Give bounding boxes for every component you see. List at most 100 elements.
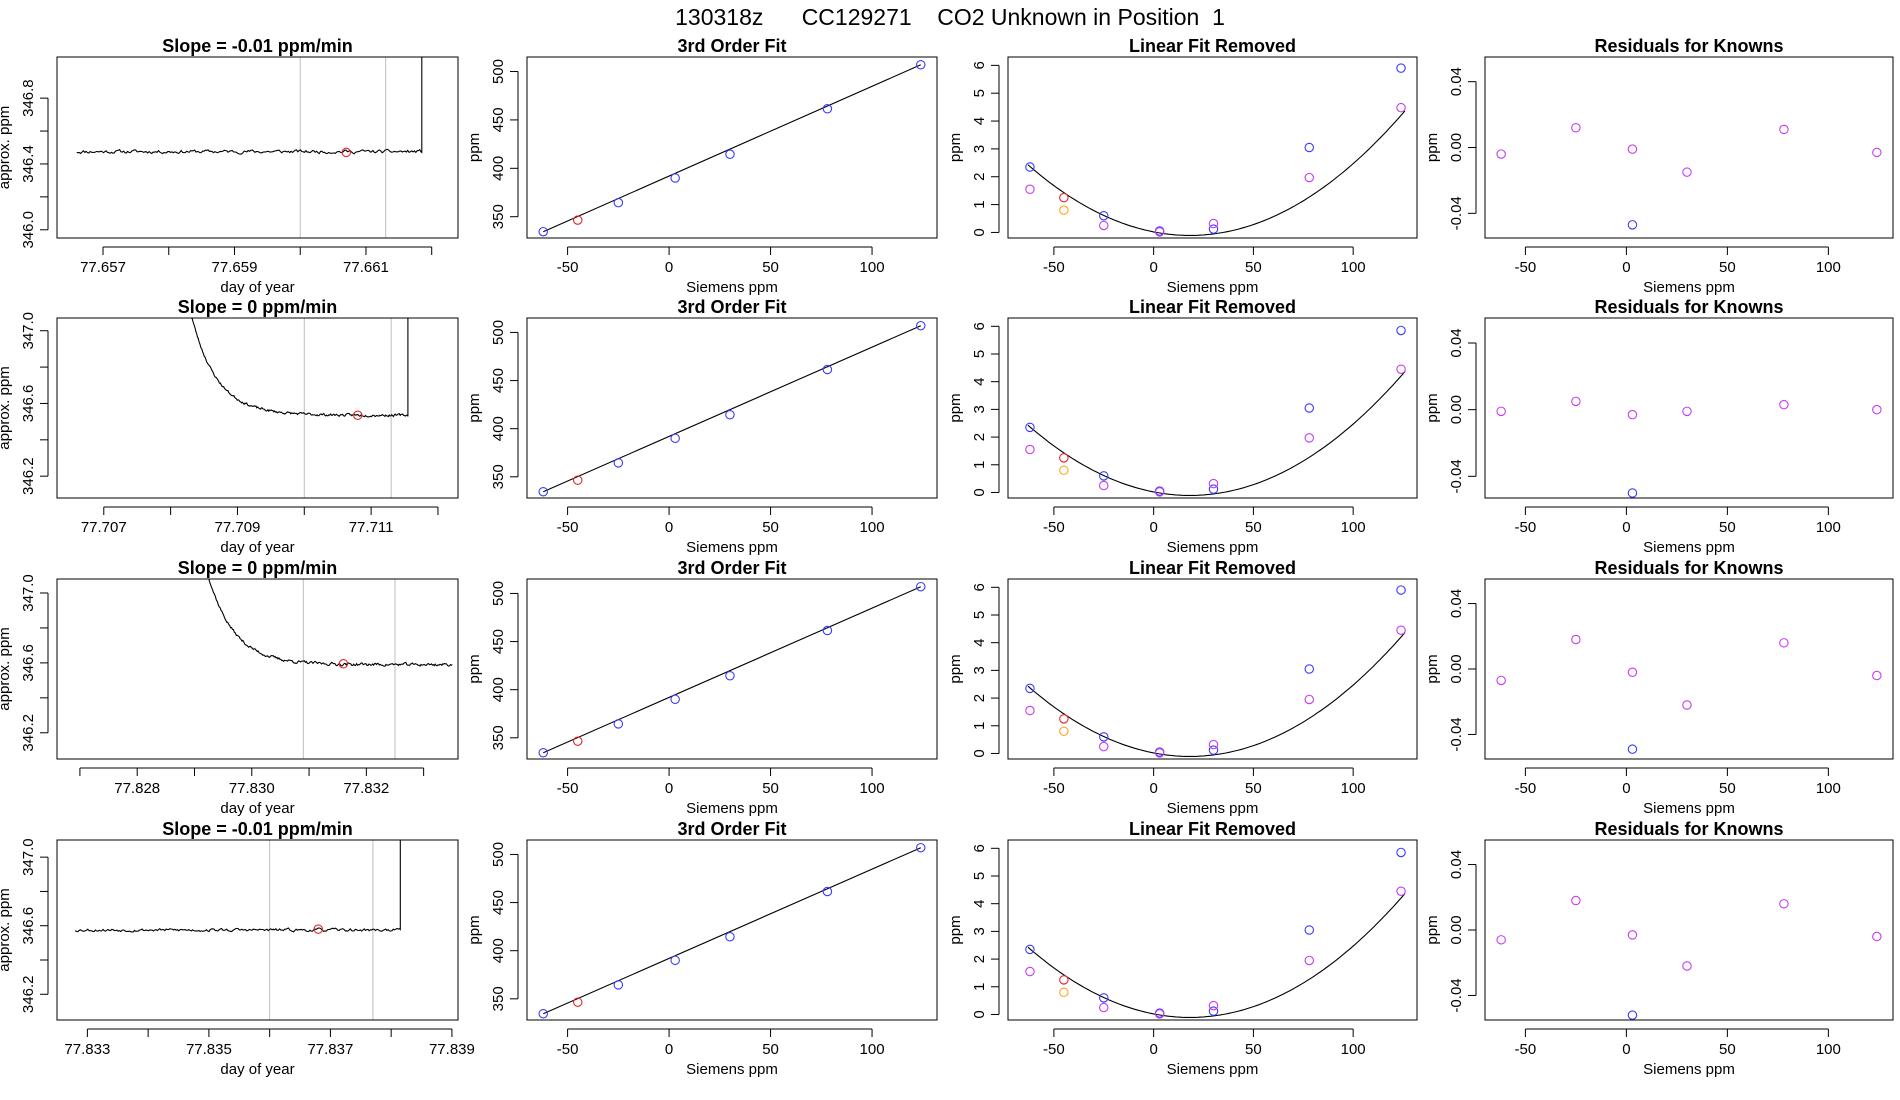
y-tick-label: 3 (971, 145, 988, 153)
y-tick-label: 1 (971, 200, 988, 208)
x-tick-label: 77.839 (429, 1041, 475, 1058)
plot-area (538, 59, 926, 237)
data-point (822, 625, 833, 636)
panel-linear-fit-removed-row-2: Linear Fit Removed -50 0 50 100 Siemens ppm 0 1… (947, 297, 1418, 556)
data-point (1396, 325, 1406, 336)
data-point (1208, 1006, 1219, 1016)
x-tick-label: 50 (1719, 1041, 1736, 1058)
y-tick-label: 3 (971, 405, 988, 413)
plot-frame (1484, 578, 1894, 760)
plot-frame (526, 317, 938, 499)
data-point (1059, 453, 1069, 463)
data-point (1872, 931, 1882, 942)
plot-frame (1007, 578, 1418, 760)
x-tick-label: 0 (665, 519, 673, 536)
y-tick-label: 6 (971, 844, 988, 852)
y-tick-label: 0.00 (1448, 133, 1465, 162)
data-point (1571, 396, 1581, 407)
plot-frame (1484, 56, 1894, 239)
data-point (1872, 404, 1882, 415)
y-tick-label: 0.04 (1448, 67, 1465, 96)
panel-title: Linear Fit Removed (1129, 819, 1296, 839)
fit-curve (1027, 893, 1406, 1018)
y-axis-label: ppm (1424, 654, 1441, 683)
sample-marker (313, 924, 324, 934)
data-point (916, 842, 926, 853)
panel-third-order-fit-row-2: 3rd Order Fit -50 0 50 100 Siemens ppm 350 400 4… (466, 297, 938, 556)
x-axis-label: Siemens ppm (1167, 1061, 1259, 1078)
data-point (1627, 409, 1638, 420)
plot-frame (1484, 317, 1894, 499)
data-point (725, 931, 735, 942)
data-point (572, 997, 583, 1007)
data-point (1208, 739, 1219, 750)
y-tick-label: 350 (490, 725, 507, 750)
x-tick-label: -50 (1043, 259, 1065, 276)
plot-area (1025, 585, 1406, 758)
y-tick-label: 5 (971, 611, 988, 619)
data-point (1396, 886, 1406, 896)
y-tick-label: 450 (490, 890, 507, 915)
x-tick-label: 50 (762, 519, 779, 536)
x-tick-label: 77.837 (307, 1041, 353, 1058)
fit-line (543, 847, 921, 1015)
data-point (1208, 478, 1219, 489)
data-point (1682, 406, 1692, 417)
data-point (1099, 732, 1109, 742)
x-axis-label: Siemens ppm (1167, 279, 1259, 296)
panel-title: Residuals for Knowns (1594, 36, 1783, 56)
data-point (1099, 210, 1109, 221)
x-tick-label: -50 (557, 259, 579, 276)
panel-residuals-row-1: Residuals for Knowns -50 0 50 100 Siemens ppm… (1424, 36, 1894, 296)
y-axis-label: approx. ppm (0, 627, 13, 710)
panel-linear-fit-removed-row-1: Linear Fit Removed -50 0 50 100 Siemens ppm 0 1… (947, 36, 1418, 296)
data-point (1304, 925, 1315, 935)
data-point (1099, 741, 1109, 752)
x-tick-label: 50 (762, 259, 779, 276)
y-tick-label: -0.04 (1448, 196, 1465, 230)
data-point (572, 475, 583, 485)
data-point (822, 886, 833, 897)
y-axis-label: approx. ppm (0, 888, 13, 971)
data-point (1025, 944, 1035, 955)
x-tick-label: 77.707 (81, 519, 127, 536)
data-point (1208, 1000, 1219, 1011)
x-tick-label: 50 (1719, 780, 1736, 797)
x-tick-label: -50 (1515, 259, 1537, 276)
panel-title: Slope = 0 ppm/min (178, 558, 338, 578)
x-tick-label: 100 (1341, 780, 1366, 797)
y-tick-label: 0 (971, 228, 988, 236)
data-point (1025, 683, 1035, 694)
y-axis-label: ppm (1424, 915, 1441, 944)
sample-marker (338, 659, 349, 669)
panel-residuals-row-2: Residuals for Knowns -50 0 50 100 Siemens ppm… (1424, 297, 1894, 556)
panel-residuals-row-4: Residuals for Knowns -50 0 50 100 Siemens ppm… (1424, 819, 1894, 1078)
y-axis-label: ppm (947, 133, 964, 162)
x-tick-label: 50 (1245, 519, 1262, 536)
data-point (1304, 694, 1315, 705)
data-point (1627, 220, 1638, 230)
data-point (538, 747, 548, 758)
x-tick-label: 50 (1245, 780, 1262, 797)
data-point (1682, 167, 1692, 177)
x-tick-label: 77.659 (212, 259, 258, 276)
data-point (725, 409, 735, 420)
data-point (538, 226, 548, 237)
x-tick-label: 100 (860, 780, 885, 797)
plot-frame (1484, 839, 1894, 1021)
plot-area (1025, 63, 1406, 237)
data-point (1627, 930, 1638, 940)
plot-area (538, 581, 926, 758)
y-tick-label: 346.6 (20, 644, 37, 682)
y-tick-label: 2 (971, 173, 988, 181)
x-tick-label: 100 (860, 519, 885, 536)
y-tick-label: 400 (490, 416, 507, 441)
x-tick-label: 50 (1245, 1041, 1262, 1058)
plot-area (1496, 634, 1882, 754)
y-tick-label: 450 (490, 629, 507, 654)
data-point (1025, 444, 1035, 455)
x-tick-label: 100 (1341, 259, 1366, 276)
data-point (670, 173, 680, 183)
x-axis-label: day of year (220, 539, 294, 556)
